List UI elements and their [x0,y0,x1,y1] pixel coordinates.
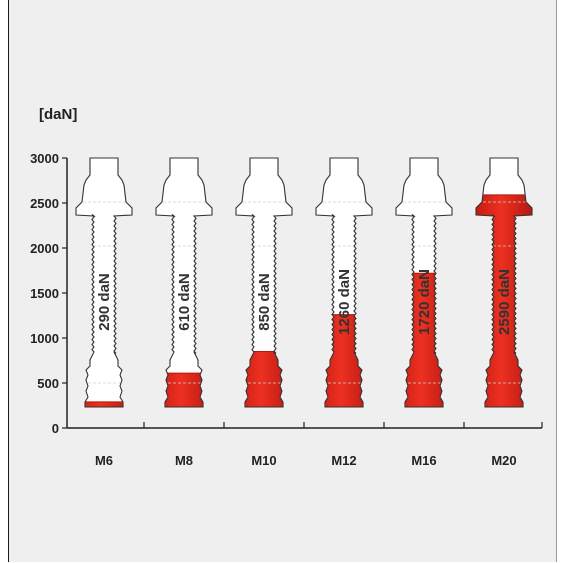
bolt-outline [75,157,133,408]
bolt-m20: 2590 daN [475,157,533,408]
bolt-m16: 1720 daN [395,157,453,408]
bolt-outline [475,157,533,408]
value-label: 1720 daN [416,269,433,335]
bolt-body [316,158,372,407]
y-tick-label: 2500 [30,196,59,211]
bolt-outline [235,157,293,408]
category-label: M10 [251,453,276,468]
bolt-outline [155,157,213,408]
y-axis: 0 500 1000 1500 2000 2500 3000 [30,151,68,436]
bolt-bars: 290 daN 610 daN 850 daN 1260 daN 1720 daN 259… [75,157,533,408]
y-tick-label: 500 [37,376,59,391]
chart-panel: [daN] 0 500 1000 1500 2000 2500 3000 M6 M8 M10 M1… [8,0,557,562]
value-label: 610 daN [176,273,193,331]
value-label: 850 daN [256,273,273,331]
bolt-m12: 1260 daN [315,157,373,408]
y-tick-label: 0 [52,421,59,436]
category-label: M20 [491,453,516,468]
bar-fill [76,401,132,407]
bar-fill [156,373,212,407]
y-tick-label: 1000 [30,331,59,346]
x-axis: M6 M8 M10 M12 M16 M20 [67,422,543,468]
y-tick-label: 2000 [30,241,59,256]
y-tick-label: 1500 [30,286,59,301]
category-label: M16 [411,453,436,468]
bolt-outline [315,157,373,408]
bolt-m8: 610 daN [155,157,213,408]
category-label: M12 [331,453,356,468]
bolt-outline [395,157,453,408]
value-label: 1260 daN [336,269,353,335]
category-label: M8 [175,453,193,468]
value-label: 2590 daN [496,269,513,335]
bolt-body [236,158,292,407]
value-label: 290 daN [96,273,113,331]
category-label: M6 [95,453,113,468]
bar-fill [236,351,292,407]
bolt-m10: 850 daN [235,157,293,408]
bar-chart: [daN] 0 500 1000 1500 2000 2500 3000 M6 M8 M10 M1… [30,106,543,468]
y-tick-label: 3000 [30,151,59,166]
bolt-body [76,158,132,407]
y-axis-unit-label: [daN] [39,106,77,123]
bolt-body [156,158,212,407]
bolt-m6: 290 daN [75,157,133,408]
